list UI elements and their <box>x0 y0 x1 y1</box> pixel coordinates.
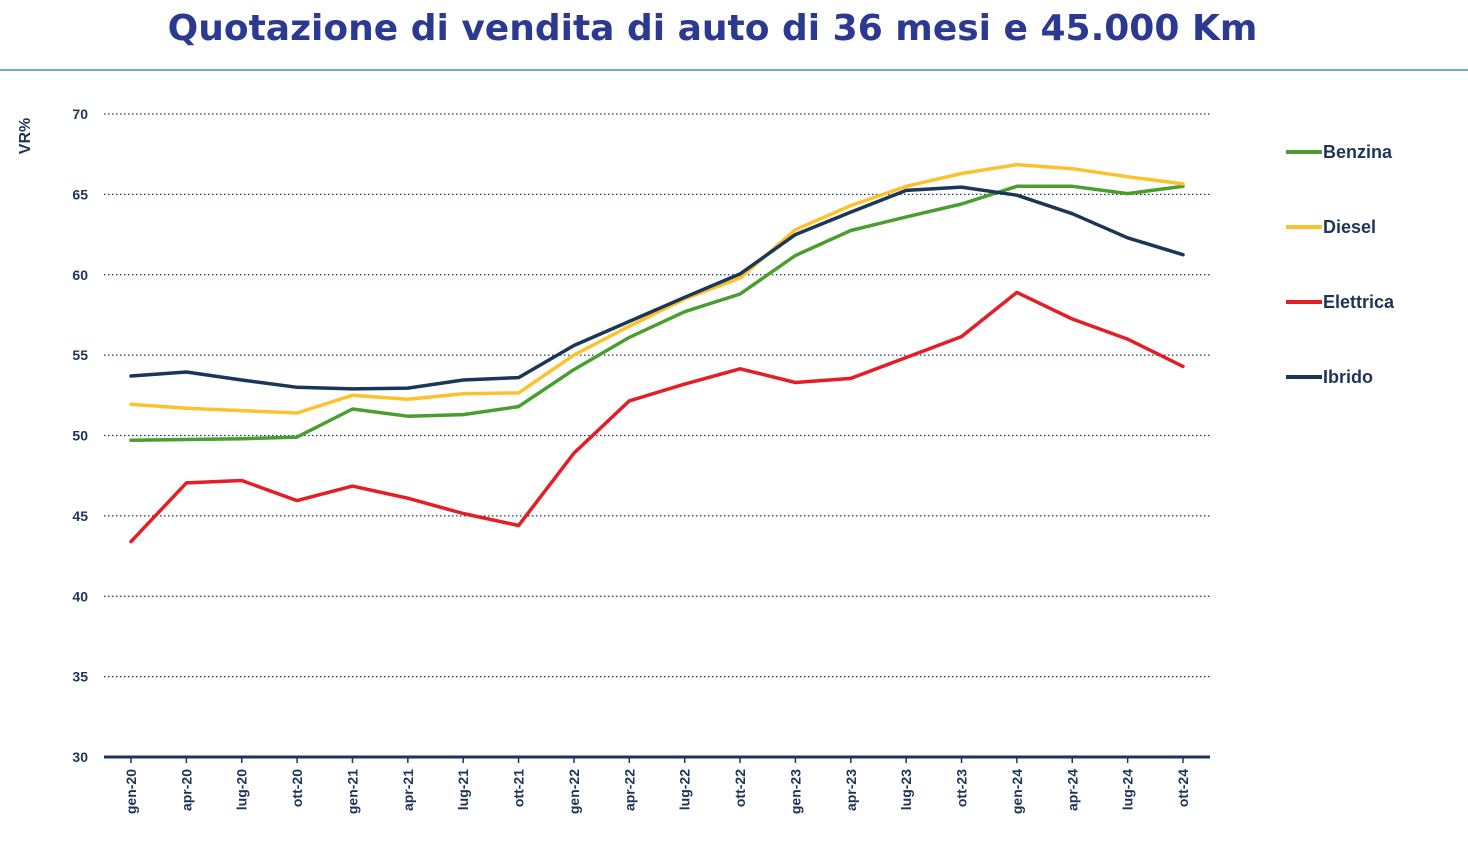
series-line-benzina <box>129 184 1185 443</box>
x-tick-label: lug-20 <box>234 769 250 810</box>
x-tick-label: lug-22 <box>677 769 693 810</box>
legend-label: Elettrica <box>1323 292 1395 312</box>
x-tick-label: lug-24 <box>1120 769 1136 810</box>
series-lines <box>129 162 1185 544</box>
y-tick-label: 50 <box>72 428 88 444</box>
y-tick-label: 70 <box>72 106 88 122</box>
legend-label: Ibrido <box>1323 367 1373 387</box>
y-tick-label: 40 <box>72 588 88 604</box>
x-tick-label: ott-20 <box>289 769 305 807</box>
x-tick-label: gen-20 <box>123 769 139 814</box>
y-tick-label: 65 <box>72 186 88 202</box>
x-tick-label: apr-24 <box>1064 769 1080 811</box>
y-tick-label: 45 <box>72 508 88 524</box>
chart-title: Quotazione di vendita di auto di 36 mesi… <box>167 8 1258 49</box>
y-axis-label: VR% <box>17 118 34 154</box>
x-tick-label: gen-21 <box>344 769 360 814</box>
x-tick-label: gen-24 <box>1009 769 1025 814</box>
legend-label: Benzina <box>1323 142 1393 162</box>
x-tick-label: lug-23 <box>898 769 914 810</box>
legend-label: Diesel <box>1323 217 1376 237</box>
x-tick-label: apr-20 <box>178 769 194 811</box>
x-tick-label: lug-21 <box>455 769 471 810</box>
legend-item-benzina: Benzina <box>1286 142 1393 162</box>
x-tick-label: apr-22 <box>621 769 637 811</box>
series-line-ibrido <box>129 185 1185 391</box>
x-tick-label: apr-23 <box>843 769 859 811</box>
series-line-diesel <box>129 162 1185 415</box>
y-tick-label: 30 <box>72 749 88 765</box>
legend-item-ibrido: Ibrido <box>1286 367 1373 387</box>
legend: Benzina Diesel Elettrica Ibrido <box>1286 142 1395 387</box>
x-tick-label: ott-24 <box>1175 769 1191 807</box>
title-divider <box>0 69 1468 71</box>
y-tick-label: 55 <box>72 347 88 363</box>
legend-item-diesel: Diesel <box>1286 217 1376 237</box>
x-tick-label: gen-23 <box>787 769 803 814</box>
series-line-elettrica <box>129 290 1185 544</box>
y-tick-label: 60 <box>72 267 88 283</box>
x-tick-label: ott-23 <box>954 769 970 807</box>
x-tick-label: apr-21 <box>400 769 416 811</box>
y-axis: 30 35 40 45 50 55 60 65 70 <box>72 106 88 765</box>
y-tick-label: 35 <box>72 669 88 685</box>
x-tick-label: gen-22 <box>566 769 582 814</box>
gridlines <box>104 113 1210 759</box>
x-axis: gen-20 apr-20 lug-20 ott-20 gen-21 apr-21 lug-… <box>123 757 1191 814</box>
legend-item-elettrica: Elettrica <box>1286 292 1395 312</box>
x-tick-label: ott-22 <box>732 769 748 807</box>
x-tick-label: ott-21 <box>511 769 527 807</box>
